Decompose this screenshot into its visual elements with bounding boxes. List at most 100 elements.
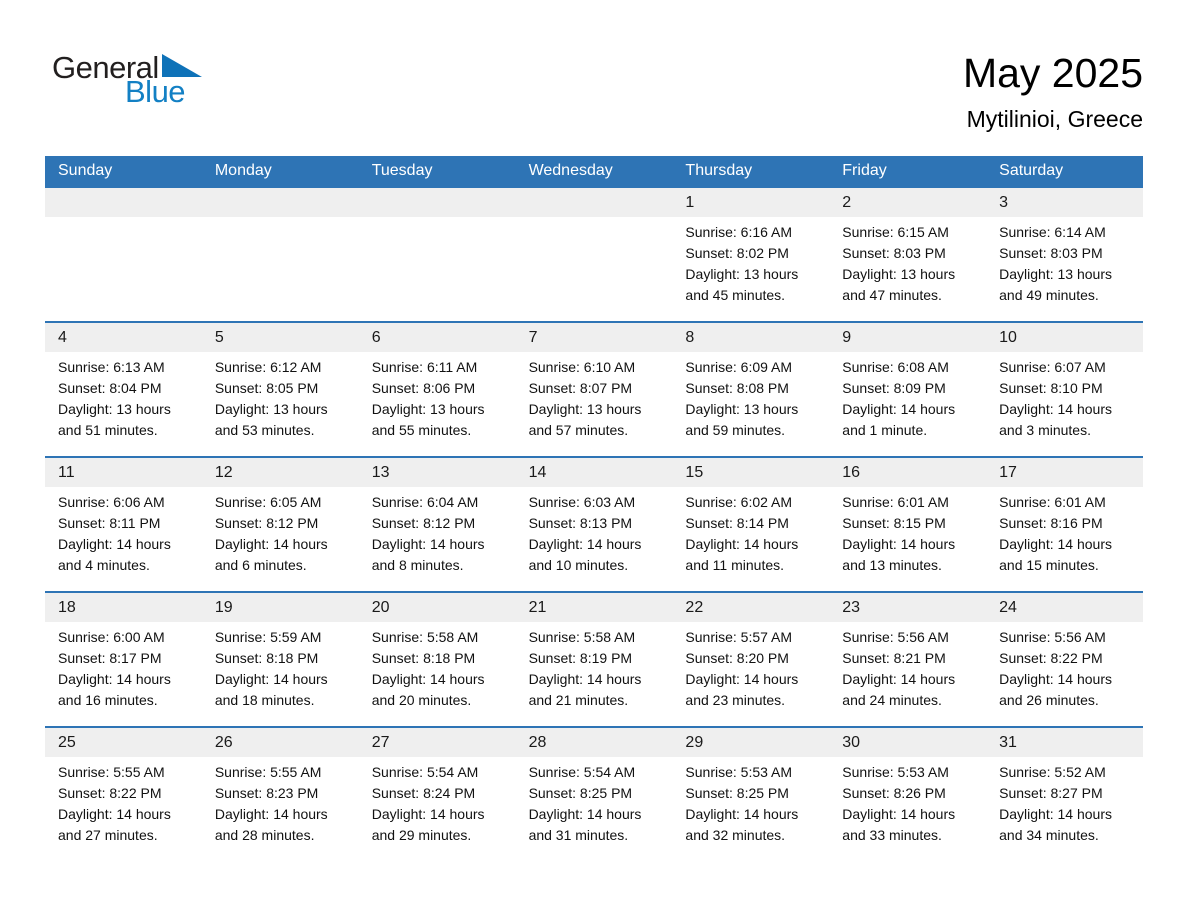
day-cell: 1 Sunrise: 6:16 AM Sunset: 8:02 PM Dayli… [672, 188, 830, 321]
daylight-text-line1: Daylight: 14 hours [685, 671, 799, 687]
day-details: Sunrise: 5:53 AM Sunset: 8:25 PM Dayligh… [672, 757, 829, 846]
day-details: Sunrise: 5:56 AM Sunset: 8:21 PM Dayligh… [829, 622, 986, 711]
daylight-text-line1: Daylight: 14 hours [58, 806, 171, 822]
daylight-text-line2: and 10 minutes. [528, 557, 629, 573]
sunset-text: Sunset: 8:15 PM [842, 515, 946, 531]
day-cell: 28 Sunrise: 5:54 AM Sunset: 8:25 PM Dayl… [515, 728, 673, 861]
day-cell: 3 Sunrise: 6:14 AM Sunset: 8:03 PM Dayli… [986, 188, 1143, 321]
sunrise-text: Sunrise: 6:02 AM [685, 494, 793, 510]
daylight-text-line1: Daylight: 14 hours [528, 536, 642, 552]
daylight-text-line2: and 28 minutes. [214, 827, 315, 843]
sunset-text: Sunset: 8:13 PM [528, 515, 633, 531]
day-number: 22 [672, 593, 830, 622]
sunset-text: Sunset: 8:03 PM [999, 245, 1103, 261]
day-number: 19 [201, 593, 359, 622]
daylight-text-line1: Daylight: 13 hours [528, 401, 642, 417]
daylight-text-line1: Daylight: 14 hours [685, 536, 799, 552]
sunset-text: Sunset: 8:02 PM [685, 245, 789, 261]
daylight-text-line2: and 47 minutes. [842, 287, 942, 303]
sunset-text: Sunset: 8:17 PM [58, 650, 162, 666]
week-row: 4 Sunrise: 6:13 AM Sunset: 8:04 PM Dayli… [45, 321, 1143, 456]
sunset-text: Sunset: 8:18 PM [371, 650, 476, 666]
day-number: 18 [45, 593, 202, 622]
daylight-text-line1: Daylight: 14 hours [999, 671, 1112, 687]
daylight-text-line2: and 18 minutes. [214, 692, 315, 708]
daylight-text-line1: Daylight: 13 hours [999, 266, 1112, 282]
day-cell: 22 Sunrise: 5:57 AM Sunset: 8:20 PM Dayl… [672, 593, 830, 726]
sunrise-text: Sunrise: 5:54 AM [528, 764, 636, 780]
day-details: Sunrise: 6:07 AM Sunset: 8:10 PM Dayligh… [986, 352, 1143, 441]
sunset-text: Sunset: 8:14 PM [685, 515, 789, 531]
day-details: Sunrise: 5:58 AM Sunset: 8:19 PM Dayligh… [516, 622, 673, 711]
day-number: 10 [986, 323, 1143, 352]
sunrise-text: Sunrise: 6:01 AM [999, 494, 1106, 510]
day-details: Sunrise: 5:54 AM Sunset: 8:25 PM Dayligh… [516, 757, 673, 846]
page-subtitle: Mytilinioi, Greece [966, 106, 1143, 133]
sunset-text: Sunset: 8:22 PM [58, 785, 162, 801]
sunset-text: Sunset: 8:18 PM [214, 650, 319, 666]
day-cell: 4 Sunrise: 6:13 AM Sunset: 8:04 PM Dayli… [45, 323, 202, 456]
daylight-text-line1: Daylight: 13 hours [842, 266, 956, 282]
day-cell: 17 Sunrise: 6:01 AM Sunset: 8:16 PM Dayl… [986, 458, 1143, 591]
day-cell: 11 Sunrise: 6:06 AM Sunset: 8:11 PM Dayl… [45, 458, 202, 591]
day-number: 6 [358, 323, 516, 352]
sunrise-text: Sunrise: 6:13 AM [58, 359, 165, 375]
day-number: 24 [986, 593, 1143, 622]
day-number: 1 [672, 188, 830, 217]
day-number: 3 [986, 188, 1143, 217]
weekday-sunday: Sunday [58, 162, 113, 179]
sunset-text: Sunset: 8:12 PM [214, 515, 319, 531]
day-number: 26 [201, 728, 359, 757]
sunset-text: Sunset: 8:09 PM [842, 380, 946, 396]
sunset-text: Sunset: 8:11 PM [58, 515, 161, 531]
logo-text-blue: Blue [125, 74, 186, 109]
daylight-text-line1: Daylight: 14 hours [214, 671, 328, 687]
sunrise-text: Sunrise: 6:11 AM [371, 359, 478, 375]
sunset-text: Sunset: 8:23 PM [214, 785, 319, 801]
sunset-text: Sunset: 8:25 PM [528, 785, 633, 801]
day-number: 17 [986, 458, 1143, 487]
day-details: Sunrise: 6:14 AM Sunset: 8:03 PM Dayligh… [986, 217, 1143, 306]
daylight-text-line2: and 6 minutes. [214, 557, 307, 573]
weekday-saturday: Saturday [999, 162, 1064, 179]
day-cell: 6 Sunrise: 6:11 AM Sunset: 8:06 PM Dayli… [358, 323, 516, 456]
daylight-text-line2: and 3 minutes. [999, 422, 1091, 438]
daylight-text-line2: and 13 minutes. [842, 557, 942, 573]
day-number: 13 [358, 458, 516, 487]
day-cell: 21 Sunrise: 5:58 AM Sunset: 8:19 PM Dayl… [515, 593, 673, 726]
day-details: Sunrise: 5:52 AM Sunset: 8:27 PM Dayligh… [986, 757, 1143, 846]
sunrise-text: Sunrise: 5:53 AM [685, 764, 793, 780]
day-details: Sunrise: 6:00 AM Sunset: 8:17 PM Dayligh… [45, 622, 202, 711]
day-number [45, 188, 202, 217]
day-details: Sunrise: 6:01 AM Sunset: 8:16 PM Dayligh… [986, 487, 1143, 576]
sunrise-text: Sunrise: 6:08 AM [842, 359, 949, 375]
daylight-text-line1: Daylight: 13 hours [58, 401, 171, 417]
day-cell: 14 Sunrise: 6:03 AM Sunset: 8:13 PM Dayl… [515, 458, 673, 591]
sunset-text: Sunset: 8:10 PM [999, 380, 1103, 396]
day-details: Sunrise: 6:15 AM Sunset: 8:03 PM Dayligh… [829, 217, 986, 306]
sunset-text: Sunset: 8:20 PM [685, 650, 789, 666]
weekday-header-row: Sunday Monday Tuesday Wednesday Thursday… [45, 156, 1143, 186]
day-details: Sunrise: 6:11 AM Sunset: 8:06 PM Dayligh… [359, 352, 516, 441]
sunrise-text: Sunrise: 5:55 AM [214, 764, 322, 780]
logo-text-general: General [52, 50, 159, 85]
sunset-text: Sunset: 8:27 PM [999, 785, 1103, 801]
daylight-text-line2: and 21 minutes. [528, 692, 629, 708]
sunrise-text: Sunrise: 6:05 AM [214, 494, 322, 510]
daylight-text-line2: and 4 minutes. [58, 557, 150, 573]
page-title: May 2025 [962, 50, 1143, 96]
sunset-text: Sunset: 8:19 PM [528, 650, 633, 666]
daylight-text-line2: and 55 minutes. [371, 422, 472, 438]
day-details: Sunrise: 6:05 AM Sunset: 8:12 PM Dayligh… [202, 487, 359, 576]
day-number: 4 [45, 323, 202, 352]
day-cell: 31 Sunrise: 5:52 AM Sunset: 8:27 PM Dayl… [986, 728, 1143, 861]
day-details: Sunrise: 6:02 AM Sunset: 8:14 PM Dayligh… [672, 487, 829, 576]
sunset-text: Sunset: 8:26 PM [842, 785, 946, 801]
sunrise-text: Sunrise: 6:00 AM [58, 629, 165, 645]
daylight-text-line2: and 57 minutes. [528, 422, 629, 438]
day-details: Sunrise: 5:54 AM Sunset: 8:24 PM Dayligh… [359, 757, 516, 846]
daylight-text-line1: Daylight: 14 hours [371, 536, 485, 552]
sunrise-text: Sunrise: 5:56 AM [999, 629, 1106, 645]
day-details [45, 217, 202, 222]
